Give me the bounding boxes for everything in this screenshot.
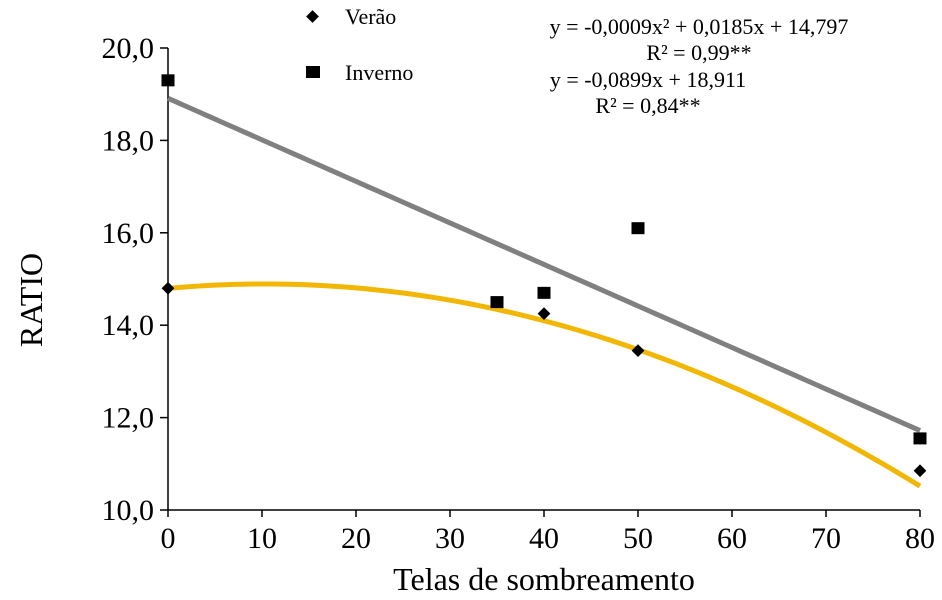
x-tick-label: 0 [161, 522, 176, 555]
data-points [161, 74, 927, 478]
y-tick-label: 10,0 [102, 494, 155, 527]
y-tick-label: 16,0 [102, 217, 155, 250]
point-inverno [913, 432, 927, 445]
y-tick-label: 20,0 [102, 32, 155, 65]
legend-label-inverno: Inverno [345, 60, 413, 85]
equation-inverno: y = -0,0899x + 18,911 [550, 67, 746, 92]
y-axis-ticks: 10,0 12,0 14,0 16,0 18,0 20,0 [102, 32, 168, 527]
x-tick-label: 70 [811, 522, 841, 555]
fit-line-inverno [166, 96, 922, 433]
x-tick-label: 30 [435, 522, 465, 555]
legend-marker-inverno-square-icon [306, 66, 320, 78]
x-axis-title: Telas de sombreamento [393, 561, 695, 597]
legend-label-verao: Verão [345, 4, 396, 29]
point-inverno [631, 222, 645, 235]
legend-marker-verao-diamond-icon [306, 10, 319, 23]
y-axis-title: RATIO [13, 253, 49, 347]
x-tick-label: 60 [717, 522, 747, 555]
r2-inverno: R² = 0,84** [595, 93, 700, 118]
fit-line-verao [167, 281, 922, 489]
equation-verao: y = -0,0009x² + 0,0185x + 14,797 [550, 14, 849, 39]
point-inverno [537, 286, 551, 299]
x-tick-label: 40 [529, 522, 559, 555]
x-tick-label: 10 [247, 522, 277, 555]
equations: y = -0,0009x² + 0,0185x + 14,797 R² = 0,… [550, 14, 849, 118]
y-tick-label: 14,0 [102, 309, 155, 342]
y-tick-label: 12,0 [102, 402, 155, 435]
point-inverno [490, 296, 504, 309]
point-inverno [161, 74, 175, 87]
x-axis-ticks: 0 10 20 30 40 50 60 70 80 [161, 510, 935, 555]
point-verao [161, 281, 175, 295]
x-tick-label: 80 [905, 522, 935, 555]
y-tick-label: 18,0 [102, 124, 155, 157]
legend: Verão Inverno [306, 4, 413, 85]
point-verao [913, 464, 927, 478]
x-tick-label: 50 [623, 522, 653, 555]
r2-verao: R² = 0,99** [646, 40, 751, 65]
x-tick-label: 20 [341, 522, 371, 555]
